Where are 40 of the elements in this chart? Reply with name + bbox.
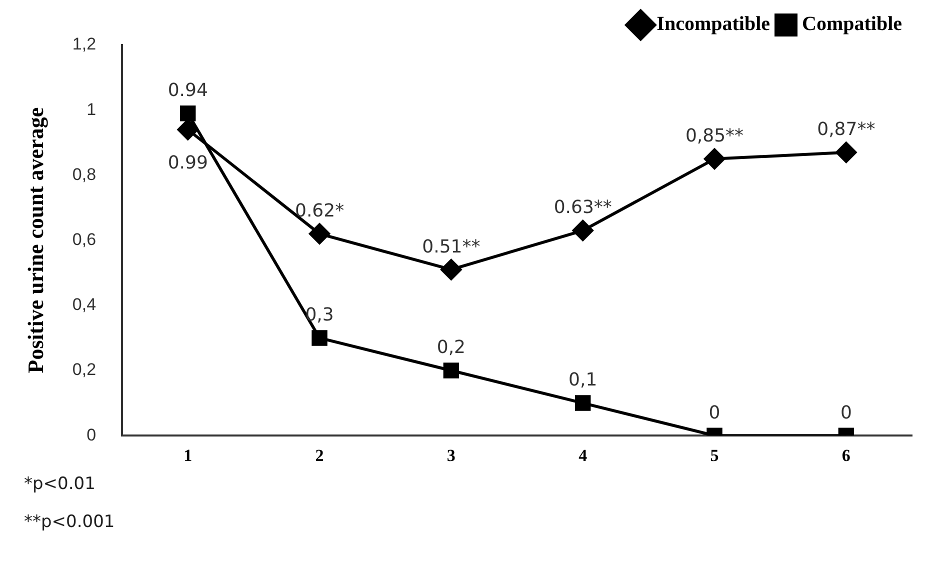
y-tick-label: 0 xyxy=(86,425,96,444)
data-label: 0,2 xyxy=(436,337,466,358)
point xyxy=(574,395,591,411)
y-tick-label: 0,6 xyxy=(72,230,96,249)
y-tick-label: 0,8 xyxy=(72,164,96,184)
point xyxy=(312,330,328,346)
data-label: 0.51** xyxy=(422,236,480,258)
x-tick-label: 1 xyxy=(184,446,192,466)
text: **p<0.001 xyxy=(24,512,116,532)
data-label: 0 xyxy=(840,402,852,424)
data-label: 0,3 xyxy=(305,304,334,326)
point xyxy=(704,148,726,170)
legend-label: Incompatible xyxy=(656,13,770,36)
text: *p<0.01 xyxy=(24,474,96,494)
x-tick-label: 6 xyxy=(842,446,850,466)
legend-label: Compatible xyxy=(802,13,902,36)
point xyxy=(443,362,460,378)
y-axis-title: Positive urine count average xyxy=(22,107,48,374)
x-tick-label: 2 xyxy=(315,446,324,466)
y-tick-label: 1,2 xyxy=(72,34,96,54)
data-label: 0.99 xyxy=(168,152,208,174)
point xyxy=(180,105,196,122)
data-label: 0.63** xyxy=(554,197,612,218)
y-tick-label: 0,4 xyxy=(72,295,96,314)
y-tick-label: 0,2 xyxy=(72,360,96,380)
point xyxy=(309,223,330,244)
y-tick-label: 1 xyxy=(86,100,96,119)
data-label: 0,85** xyxy=(685,126,744,147)
point xyxy=(177,119,198,140)
data-label: 0,1 xyxy=(568,370,598,391)
data-label: 0.62* xyxy=(294,200,344,222)
x-tick-label: 4 xyxy=(578,446,588,466)
point xyxy=(836,142,857,163)
x-tick-label: 3 xyxy=(446,446,456,466)
point xyxy=(440,259,462,280)
data-label: 0 xyxy=(708,402,720,424)
data-label: 0,87** xyxy=(817,119,876,140)
x-tick-label: 5 xyxy=(710,446,719,466)
data-label: 0.94 xyxy=(168,80,208,102)
point xyxy=(572,220,594,242)
